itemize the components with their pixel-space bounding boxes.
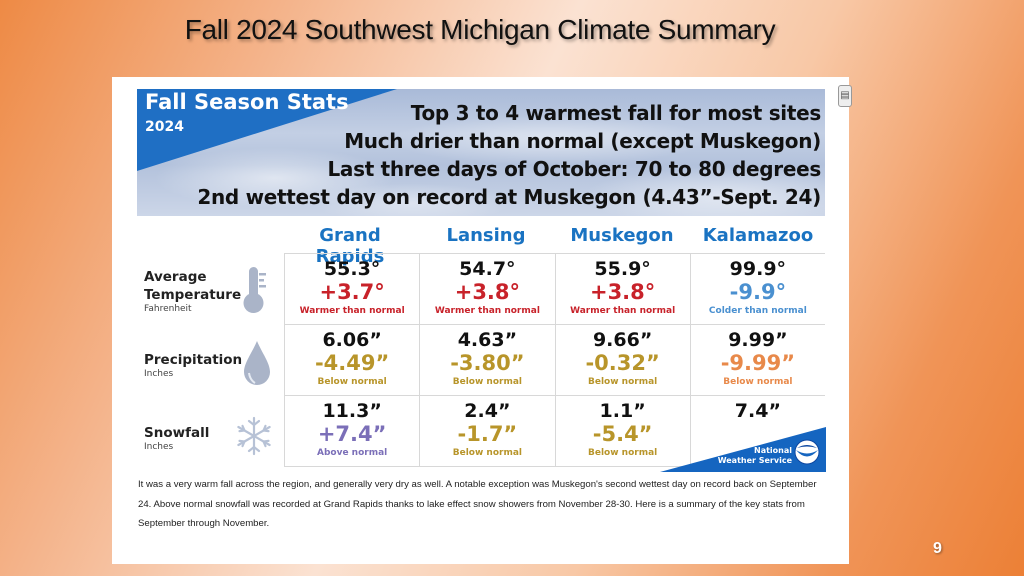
banner: Fall Season Stats 2024 Top 3 to 4 warmes… <box>137 89 825 216</box>
banner-title: Fall Season Stats <box>145 90 349 114</box>
nws-line1: National <box>754 446 792 455</box>
stat-note: Above normal <box>316 448 388 458</box>
banner-headlines: Top 3 to 4 warmest fall for most sites M… <box>197 99 821 211</box>
stat-value: 11.3” <box>322 400 382 422</box>
stat-cell: 11.3” +7.4” Above normal <box>283 395 421 467</box>
stat-value: 2.4” <box>464 400 511 422</box>
stat-cell: 2.4” -1.7” Below normal <box>419 395 556 467</box>
stat-cell: 9.66” -0.32” Below normal <box>554 324 691 396</box>
stat-departure: -3.80” <box>450 351 525 375</box>
stat-value: 99.9° <box>729 258 787 280</box>
stat-note: Warmer than normal <box>570 306 676 316</box>
banner-year: 2024 <box>145 119 184 135</box>
table-row: 55.3° +3.7° Warmer than normal 54.7° +3.8° Wa… <box>283 253 825 325</box>
stat-cell: 9.99” -9.99” Below normal <box>689 324 825 396</box>
stat-departure: +3.7° <box>319 280 385 304</box>
stat-cell: 99.9° -9.9° Colder than normal <box>689 253 825 325</box>
headline: 2nd wettest day on record at Muskegon (4… <box>197 185 821 209</box>
stat-value: 55.9° <box>594 258 651 280</box>
snowflake-icon <box>237 416 271 456</box>
row-label-text: Precipitation <box>144 352 243 368</box>
stat-cell: 55.3° +3.7° Warmer than normal <box>283 253 421 325</box>
headline: Last three days of October: 70 to 80 deg… <box>327 157 821 181</box>
slide-title: Fall 2024 Southwest Michigan Climate Sum… <box>184 14 776 45</box>
stat-note: Below normal <box>317 377 387 387</box>
stat-note: Below normal <box>588 448 658 458</box>
stat-departure: -9.9° <box>729 280 787 304</box>
stat-note: Below normal <box>452 448 522 458</box>
banner-blue-triangle <box>137 89 397 171</box>
stat-cell: 55.9° +3.8° Warmer than normal <box>554 253 691 325</box>
stat-value: 6.06” <box>322 329 382 351</box>
stat-departure: +7.4” <box>317 422 387 446</box>
row-label-precipitation: Precipitation Inches <box>144 351 242 379</box>
stat-cell: 4.63” -3.80” Below normal <box>419 324 556 396</box>
stat-value: 1.1” <box>599 400 646 422</box>
summary-paragraph: It was a very warm fall across the regio… <box>138 479 817 529</box>
stat-value: 9.66” <box>592 329 653 351</box>
stat-cell: 6.06” -4.49” Below normal <box>283 324 421 396</box>
nws-line2: Weather Service <box>717 456 792 465</box>
row-unit: Fahrenheit <box>144 304 192 314</box>
stat-value: 9.99” <box>728 329 788 351</box>
table-row: 11.3” +7.4” Above normal 2.4” -1.7” Below nor… <box>283 395 825 467</box>
noaa-logo-icon <box>794 439 820 465</box>
slide-number: 9 <box>933 540 942 557</box>
stat-departure: +3.8° <box>589 280 656 304</box>
stat-departure: -9.99” <box>720 351 796 375</box>
stat-cell: 1.1” -5.4” Below normal <box>554 395 691 467</box>
stat-note: Warmer than normal <box>299 306 405 316</box>
row-label-text: Average <box>144 269 207 285</box>
row-label-text: Temperature <box>144 287 242 303</box>
stat-departure: -4.49” <box>314 351 390 375</box>
row-unit: Inches <box>144 442 174 452</box>
stat-note: Colder than normal <box>708 306 807 316</box>
stat-departure: -0.32” <box>585 351 660 375</box>
column-header-muskegon: Muskegon <box>570 225 674 246</box>
stat-note: Below normal <box>452 377 522 387</box>
side-panel-icon[interactable]: ▤ <box>838 85 852 107</box>
column-header-kalamazoo: Kalamazoo <box>702 225 814 246</box>
water-drop-icon <box>244 341 270 385</box>
nws-badge: National Weather Service <box>660 427 826 472</box>
stat-value: 4.63” <box>457 329 518 351</box>
stat-value: 7.4” <box>734 400 781 422</box>
headline: Much drier than normal (except Muskegon) <box>344 129 821 153</box>
row-label-snowfall: Snowfall Inches <box>144 424 209 452</box>
headline: Top 3 to 4 warmest fall for most sites <box>410 101 822 125</box>
thermometer-icon <box>243 267 266 313</box>
stat-note: Warmer than normal <box>434 306 540 316</box>
table-row: 6.06” -4.49” Below normal 4.63” -3.80” Below … <box>283 324 825 396</box>
stat-value: 54.7° <box>459 258 516 280</box>
stat-note: Below normal <box>588 377 658 387</box>
stat-cell: 54.7° +3.8° Warmer than normal <box>419 253 556 325</box>
row-label-temperature: Average Temperature Fahrenheit <box>144 268 241 314</box>
stat-value: 55.3° <box>323 258 381 280</box>
stat-note: Below normal <box>723 377 793 387</box>
climate-summary-card: Fall Season Stats 2024 Top 3 to 4 warmes… <box>112 77 849 564</box>
stat-departure: +3.8° <box>454 280 521 304</box>
column-header-lansing: Lansing <box>446 225 526 246</box>
stats-table: 55.3° +3.7° Warmer than normal 54.7° +3.8° Wa… <box>283 253 825 467</box>
row-label-text: Snowfall <box>144 425 210 441</box>
stat-departure: -1.7” <box>457 422 518 446</box>
row-unit: Inches <box>144 369 174 379</box>
stat-departure: -5.4” <box>592 422 653 446</box>
